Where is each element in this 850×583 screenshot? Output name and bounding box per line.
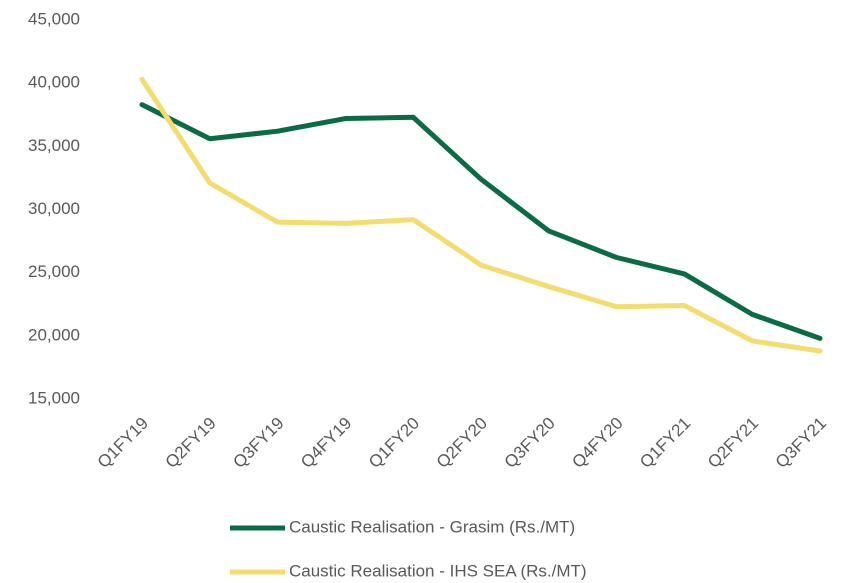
legend-label: Caustic Realisation - Grasim (Rs./MT) — [289, 517, 575, 536]
x-tick-label: Q1FY19 — [94, 414, 152, 472]
y-tick-label: 25,000 — [28, 262, 80, 281]
y-tick-label: 15,000 — [28, 388, 80, 407]
y-tick-label: 35,000 — [28, 136, 80, 155]
y-tick-label: 30,000 — [28, 199, 80, 218]
x-tick-label: Q3FY20 — [501, 414, 559, 472]
y-tick-label: 20,000 — [28, 325, 80, 344]
y-tick-label: 40,000 — [28, 73, 80, 92]
y-tick-label: 45,000 — [28, 9, 80, 28]
x-tick-label: Q1FY21 — [636, 414, 694, 472]
x-tick-label: Q2FY20 — [433, 414, 491, 472]
x-tick-label: Q4FY20 — [568, 414, 626, 472]
line-series — [139, 76, 823, 354]
x-tick-label: Q3FY21 — [772, 414, 830, 472]
line-series — [139, 102, 823, 341]
x-tick-label: Q3FY19 — [229, 414, 287, 472]
x-tick-label: Q2FY19 — [162, 414, 220, 472]
x-tick-label: Q4FY19 — [297, 414, 355, 472]
x-tick-label: Q1FY20 — [365, 414, 423, 472]
x-tick-label: Q2FY21 — [704, 414, 762, 472]
legend-label: Caustic Realisation - IHS SEA (Rs./MT) — [289, 561, 587, 580]
